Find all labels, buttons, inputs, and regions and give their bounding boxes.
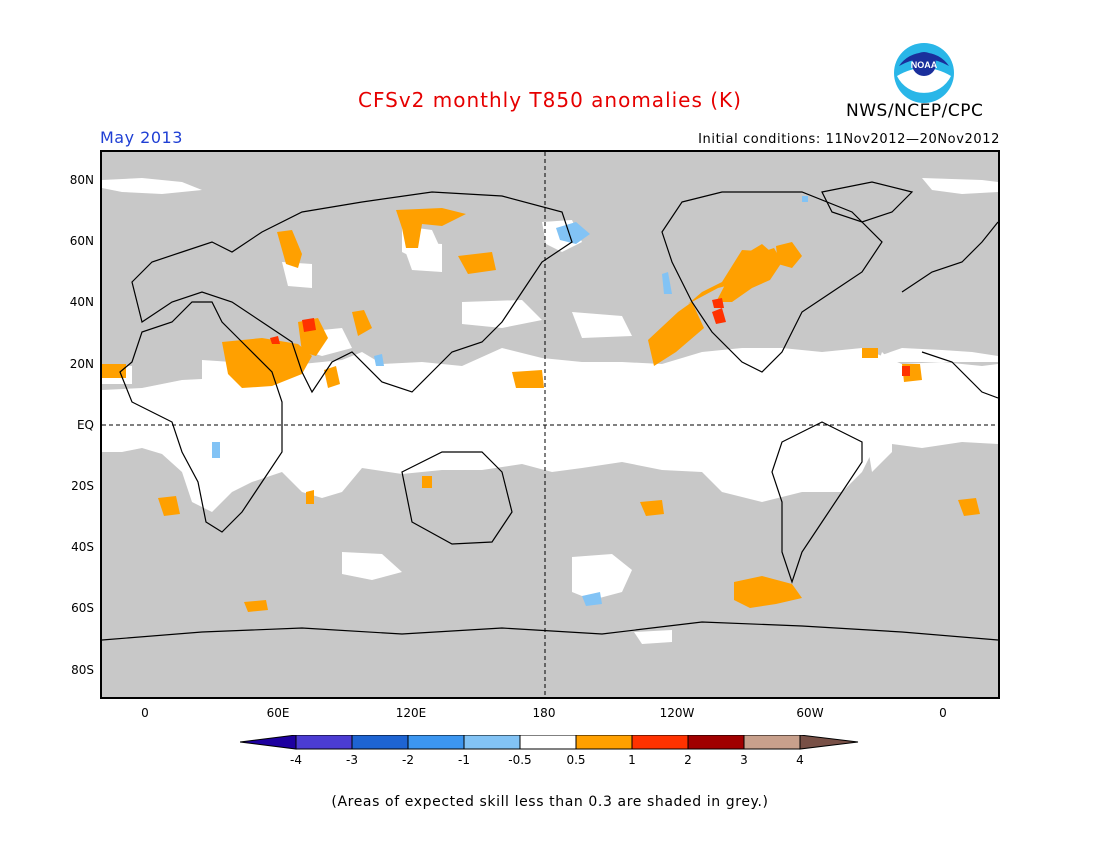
colorbar-label: -3 <box>346 753 358 767</box>
negative-anomaly-regions <box>212 196 808 606</box>
positive-anomaly-regions <box>102 208 980 612</box>
lat-label: 40S <box>71 540 94 554</box>
lat-label: 20N <box>69 357 94 371</box>
noaa-logo: NOAA <box>893 42 955 104</box>
map-canvas <box>102 152 998 697</box>
lat-label: 80S <box>71 663 94 677</box>
colorbar-swatches <box>240 735 859 750</box>
colorbar-label: 3 <box>740 753 748 767</box>
lat-label: 60N <box>69 234 94 248</box>
colorbar-arrow-high <box>799 735 859 750</box>
forecast-month: May 2013 <box>100 128 183 147</box>
white-anomaly-regions <box>102 178 998 644</box>
chart-title: CFSv2 monthly T850 anomalies (K) <box>358 88 742 112</box>
anomaly-map <box>100 150 1000 699</box>
lat-label: 60S <box>71 601 94 615</box>
lon-label: 180 <box>532 706 556 720</box>
colorbar-label: -4 <box>290 753 302 767</box>
lat-label: 20S <box>71 479 94 493</box>
coastlines <box>102 181 998 641</box>
lat-label: 80N <box>69 173 94 187</box>
colorbar-arrow-low <box>240 735 297 750</box>
strong-positive-anomaly-regions <box>270 298 910 376</box>
lon-label: 60E <box>266 706 290 720</box>
lat-label: 40N <box>69 295 94 309</box>
svg-text:NOAA: NOAA <box>911 60 938 70</box>
lon-label: 0 <box>141 706 149 720</box>
lon-label: 60W <box>796 706 824 720</box>
footnote: (Areas of expected skill less than 0.3 a… <box>331 794 769 810</box>
colorbar-label: 4 <box>796 753 804 767</box>
colorbar-label: -1 <box>458 753 470 767</box>
colorbar-label: -0.5 <box>508 753 532 767</box>
lon-label: 120W <box>659 706 695 720</box>
colorbar-label: 2 <box>684 753 692 767</box>
lat-label: EQ <box>76 418 94 432</box>
lon-label: 0 <box>939 706 947 720</box>
colorbar-label: -2 <box>402 753 414 767</box>
colorbar-label: 1 <box>628 753 636 767</box>
lon-label: 120E <box>395 706 427 720</box>
organization-label: NWS/NCEP/CPC <box>846 101 984 121</box>
colorbar-label: 0.5 <box>566 753 586 767</box>
initial-conditions: Initial conditions: 11Nov2012—20Nov2012 <box>698 132 1000 147</box>
